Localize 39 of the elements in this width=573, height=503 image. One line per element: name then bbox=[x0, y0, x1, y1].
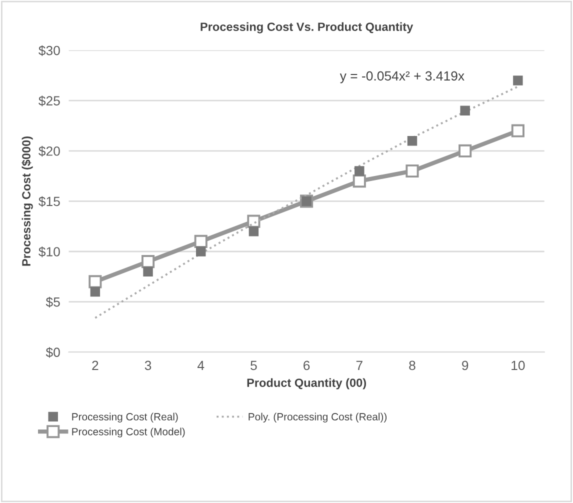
y-tick-label: $5 bbox=[46, 296, 60, 308]
x-tick-label: 6 bbox=[304, 360, 310, 370]
y-tick-label: $25 bbox=[38, 96, 60, 106]
point bbox=[141, 255, 155, 268]
point bbox=[196, 246, 206, 256]
x-tick-label: 2 bbox=[92, 360, 98, 370]
chart-title: Processing Cost Vs. Product Quantity bbox=[200, 22, 414, 34]
x-tick-label: 5 bbox=[250, 360, 257, 370]
legend-label: Processing Cost (Real) bbox=[72, 412, 178, 422]
point bbox=[458, 144, 472, 158]
point bbox=[460, 106, 470, 116]
legend-label: Poly. (Processing Cost (Real)) bbox=[248, 412, 387, 422]
point bbox=[194, 234, 208, 248]
point bbox=[511, 124, 524, 138]
legend-label: Processing Cost (Model) bbox=[72, 428, 185, 438]
point bbox=[88, 275, 102, 288]
x-tick-label: 4 bbox=[198, 360, 204, 370]
point bbox=[352, 174, 366, 188]
y-tick-label: $20 bbox=[38, 146, 60, 157]
x-tick-label: 10 bbox=[512, 360, 525, 370]
x-tick-label: 3 bbox=[144, 360, 152, 370]
point bbox=[407, 136, 418, 146]
point bbox=[248, 226, 259, 236]
y-tick-label: $15 bbox=[38, 196, 60, 207]
x-tick-label: 8 bbox=[409, 360, 416, 370]
y-axis-title: Processing Cost ($000) bbox=[22, 136, 33, 266]
y-tick-label: $10 bbox=[38, 246, 60, 258]
x-tick-label: 7 bbox=[356, 360, 362, 370]
point bbox=[513, 76, 523, 86]
y-tick-label: $30 bbox=[38, 45, 60, 56]
y-tick-label: $0 bbox=[46, 347, 60, 358]
point bbox=[354, 166, 364, 176]
line-series bbox=[94, 86, 519, 319]
point bbox=[143, 266, 153, 276]
x-tick-label: 9 bbox=[462, 360, 468, 370]
annotation: y = -0.054x² + 3.419x bbox=[340, 71, 464, 84]
point bbox=[90, 286, 100, 297]
point bbox=[406, 164, 419, 178]
x-axis-title: Product Quantity (00) bbox=[247, 378, 366, 390]
